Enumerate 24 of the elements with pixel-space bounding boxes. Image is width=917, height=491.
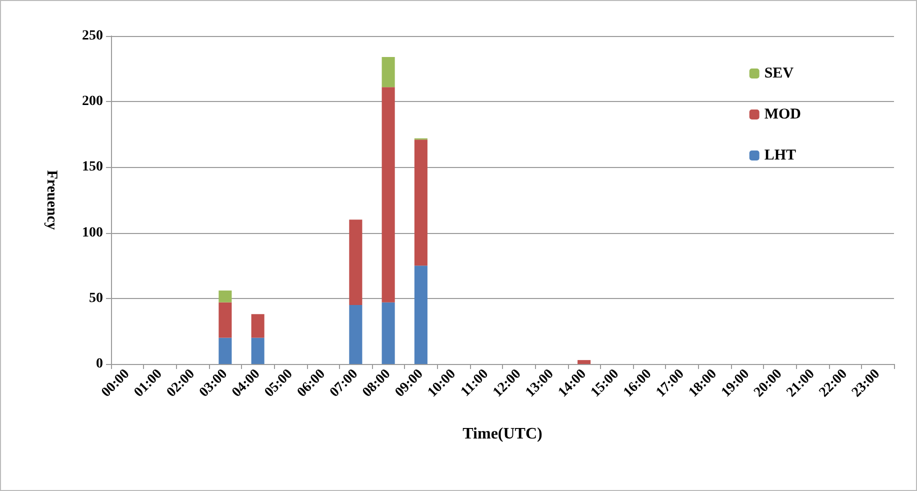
bar (382, 302, 395, 364)
bar (218, 290, 232, 302)
bar (251, 314, 264, 338)
bar (349, 220, 362, 305)
bar (382, 56, 395, 88)
y-tick-label: 0 (96, 356, 103, 372)
bar (251, 338, 264, 364)
y-tick-label: 150 (82, 160, 103, 175)
legend-label: MOD (764, 106, 802, 122)
bar (578, 360, 591, 364)
y-axis-title: Freuency (44, 170, 60, 230)
bar (382, 87, 395, 302)
legend-label: SEV (764, 66, 794, 82)
y-tick-label: 50 (89, 290, 103, 306)
bar (414, 140, 428, 266)
y-tick-label: 100 (82, 225, 103, 240)
y-tick-label: 200 (82, 94, 103, 110)
x-axis-title: Time(UTC) (462, 426, 542, 442)
bar (414, 266, 428, 364)
legend-label: LHT (764, 148, 796, 164)
y-tick-label: 250 (82, 28, 103, 44)
bar (349, 304, 362, 364)
bar (218, 338, 232, 364)
bar (218, 302, 232, 338)
